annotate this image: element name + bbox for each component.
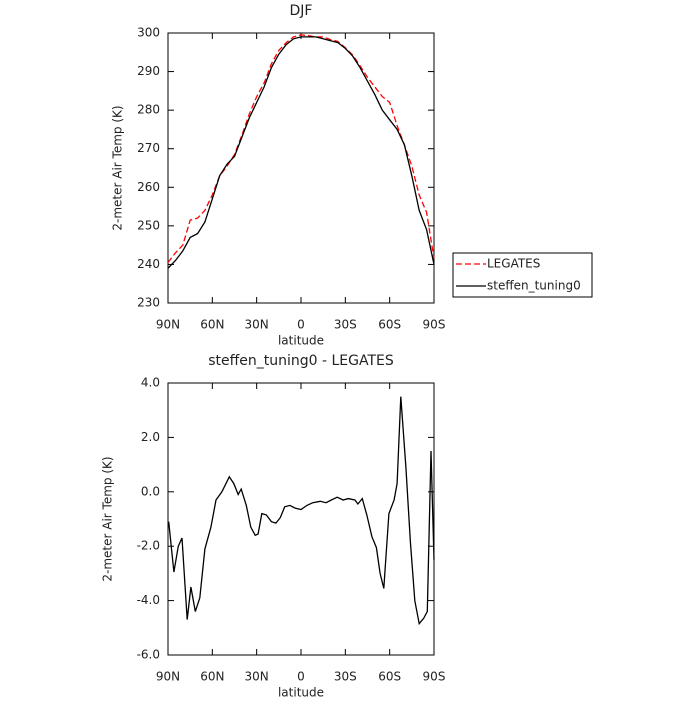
plot-frame	[167, 32, 435, 304]
x-tick-label: 0	[297, 318, 305, 332]
x-tick-label: 60N	[200, 318, 224, 332]
x-tick-label: 90N	[156, 318, 180, 332]
chart-title: DJF	[290, 3, 313, 19]
y-tick-label: 300	[137, 26, 160, 40]
legend-label: steffen_tuning0	[487, 279, 581, 293]
x-tick-label: 90N	[156, 670, 180, 684]
y-tick-label: 290	[137, 64, 160, 78]
y-tick-label: 260	[137, 180, 160, 194]
x-tick-label: 30S	[334, 670, 357, 684]
chart-title: steffen_tuning0 - LEGATES	[208, 353, 394, 369]
x-tick-label: 90S	[423, 318, 446, 332]
legend-box	[452, 252, 593, 298]
y-tick-label: 240	[137, 257, 160, 271]
x-tick-label: 30S	[334, 318, 357, 332]
x-tick-label: 0	[297, 670, 305, 684]
data-line	[167, 36, 435, 269]
y-tick-label: 270	[137, 141, 160, 155]
x-axis-label: latitude	[278, 334, 324, 348]
x-tick-label: 30N	[245, 670, 269, 684]
y-tick-label: -6.0	[137, 648, 160, 662]
x-tick-label: 60S	[378, 670, 401, 684]
y-tick-label: 280	[137, 103, 160, 117]
y-axis-label: 2-meter Air Temp (K)	[101, 456, 115, 581]
data-line	[168, 396, 435, 626]
y-tick-label: 0.0	[141, 484, 160, 498]
y-tick-label: 230	[137, 296, 160, 310]
data-line	[167, 34, 435, 263]
x-axis-label: latitude	[278, 686, 324, 700]
legend-label: LEGATES	[487, 257, 540, 271]
y-tick-label: 4.0	[141, 376, 160, 390]
y-tick-label: 2.0	[141, 430, 160, 444]
x-tick-label: 60N	[200, 670, 224, 684]
y-tick-label: -4.0	[137, 593, 160, 607]
y-axis-label: 2-meter Air Temp (K)	[111, 105, 125, 230]
x-tick-label: 60S	[378, 318, 401, 332]
plot-frame	[167, 382, 435, 656]
x-tick-label: 90S	[423, 670, 446, 684]
y-tick-label: -2.0	[137, 539, 160, 553]
y-tick-label: 250	[137, 218, 160, 232]
x-tick-label: 30N	[245, 318, 269, 332]
